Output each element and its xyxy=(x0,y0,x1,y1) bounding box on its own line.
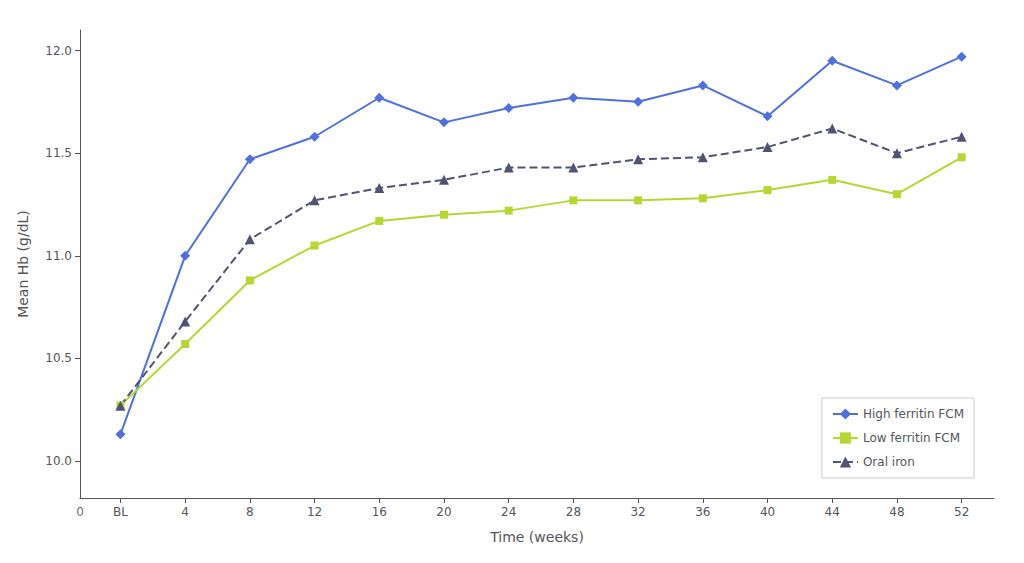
svg-text:28: 28 xyxy=(566,505,581,519)
svg-text:Mean Hb (g/dL): Mean Hb (g/dL) xyxy=(15,210,31,318)
svg-text:4: 4 xyxy=(181,505,189,519)
svg-text:52: 52 xyxy=(954,505,969,519)
svg-text:24: 24 xyxy=(501,505,516,519)
svg-text:High ferritin FCM: High ferritin FCM xyxy=(863,407,964,421)
svg-text:40: 40 xyxy=(760,505,775,519)
svg-text:16: 16 xyxy=(372,505,387,519)
svg-text:Time (weeks): Time (weeks) xyxy=(489,529,584,545)
svg-text:12.0: 12.0 xyxy=(45,44,72,58)
svg-text:11.5: 11.5 xyxy=(45,146,72,160)
svg-text:Low ferritin FCM: Low ferritin FCM xyxy=(863,431,960,445)
svg-text:BL: BL xyxy=(113,505,128,519)
svg-text:8: 8 xyxy=(246,505,254,519)
svg-text:0: 0 xyxy=(76,505,84,519)
svg-text:10.0: 10.0 xyxy=(45,454,72,468)
svg-text:11.0: 11.0 xyxy=(45,249,72,263)
svg-text:48: 48 xyxy=(889,505,904,519)
svg-text:32: 32 xyxy=(630,505,645,519)
svg-text:Oral iron: Oral iron xyxy=(863,455,915,469)
svg-text:44: 44 xyxy=(825,505,840,519)
svg-text:10.5: 10.5 xyxy=(45,351,72,365)
svg-text:12: 12 xyxy=(307,505,322,519)
svg-text:20: 20 xyxy=(436,505,451,519)
svg-text:36: 36 xyxy=(695,505,710,519)
